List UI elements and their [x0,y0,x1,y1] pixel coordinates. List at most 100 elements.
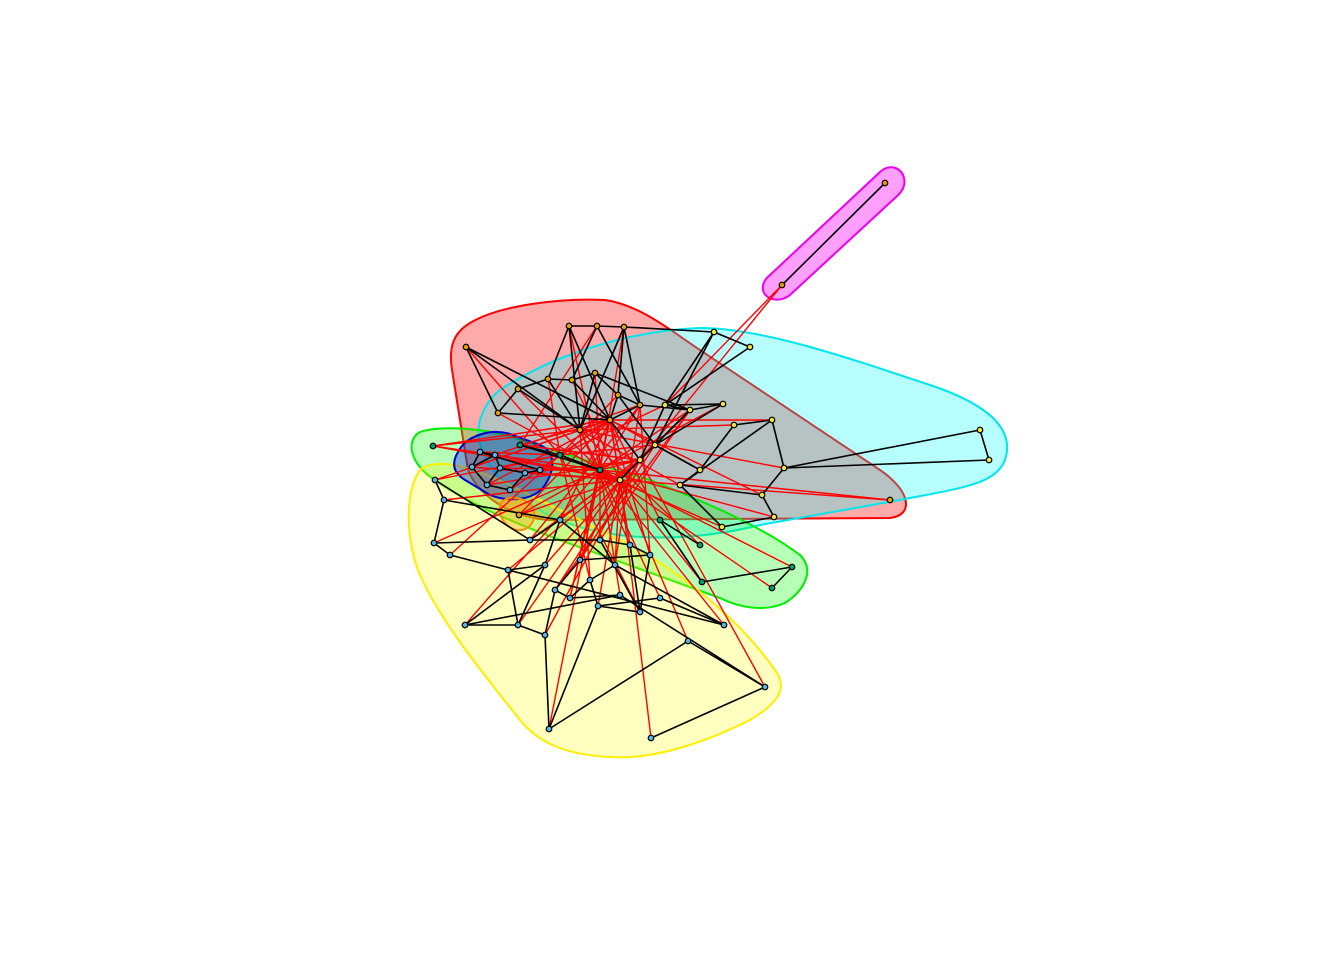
intra-edge [664,346,751,406]
inter-edge [579,429,591,581]
intra-edge [733,419,773,426]
intra-edge [449,554,509,571]
network-node [494,409,502,417]
network-node [768,584,776,592]
intra-edge [639,404,666,461]
network-node [556,451,564,459]
inter-edge [486,459,641,486]
intra-edge [471,466,488,486]
intra-edge [664,331,715,406]
network-node [483,481,491,489]
intra-edge [464,594,621,626]
intra-edge [596,325,641,406]
network-node [606,416,614,424]
network-node [661,401,669,409]
intra-edge [544,589,556,636]
network-node [440,496,448,504]
intra-edge [433,499,445,544]
intra-edge [597,597,661,607]
intra-edge [689,403,724,411]
network-node [770,513,778,521]
network-node [886,496,894,504]
inter-edge [465,346,561,456]
network-node [594,602,602,610]
network-node [686,406,694,414]
network-node [541,561,549,569]
intra-edge [617,326,625,396]
intra-edge [679,419,773,486]
network-node [656,594,664,602]
network-node [985,456,993,464]
inter-edge [609,419,651,556]
network-node [515,511,523,519]
intra-edge [609,419,641,461]
network-node [576,556,584,564]
inter-edge [568,325,601,471]
intra-edge [464,564,546,626]
network-node [636,401,644,409]
intra-edge [596,325,625,328]
inter-edge [639,284,783,461]
network-node [576,426,584,434]
intra-edge [594,372,691,411]
intra-edge [517,378,549,390]
intra-edge [623,326,641,406]
intra-edge [594,372,619,396]
intra-edge [544,519,561,566]
intra-edge [699,424,735,471]
network-node [462,343,470,351]
intra-edge [571,372,596,381]
inter-edge [579,424,735,431]
intra-edge [639,409,691,461]
intra-edge [486,467,501,486]
network-node [646,551,654,559]
intra-edge [571,325,598,381]
intra-edge [497,412,611,421]
intra-edge [597,605,641,613]
intra-edge [619,459,641,481]
network-node [541,631,549,639]
intra-edge [434,479,445,501]
network-node [720,621,728,629]
network-node [446,551,454,559]
intra-edge [771,566,793,589]
network-node [758,491,766,499]
network-node [591,369,599,377]
network-node [536,466,544,474]
inter-edge [599,469,725,626]
intra-edge [609,394,619,421]
network-node [545,725,553,733]
intra-edge [443,499,561,521]
intra-edge [465,346,499,414]
network-node [514,621,522,629]
inter-edge [432,429,581,447]
intra-edge [507,569,519,626]
network-node [526,536,534,544]
network-node [429,442,437,450]
network-node [746,343,754,351]
intra-edge [599,539,641,613]
intra-edge [619,594,766,688]
network-node [468,463,476,471]
intra-edge [659,519,701,546]
network-node [596,466,604,474]
intra-edge [659,519,703,583]
inter-edge [433,469,601,544]
intra-edge [609,404,641,421]
inter-edge [519,444,641,461]
inter-edge [619,479,703,583]
network-node [614,391,622,399]
inter-edge [579,429,681,486]
inter-edge [639,404,651,556]
inter-edge [559,444,656,456]
inter-edge [432,445,601,471]
intra-edge [654,331,715,446]
network-node [611,561,619,569]
network-node [626,541,634,549]
inter-edge [599,459,641,471]
network-node [768,416,776,424]
inter-edge [517,388,601,471]
inter-edge [432,419,611,447]
inter-edge [579,429,701,546]
network-node [647,734,655,742]
